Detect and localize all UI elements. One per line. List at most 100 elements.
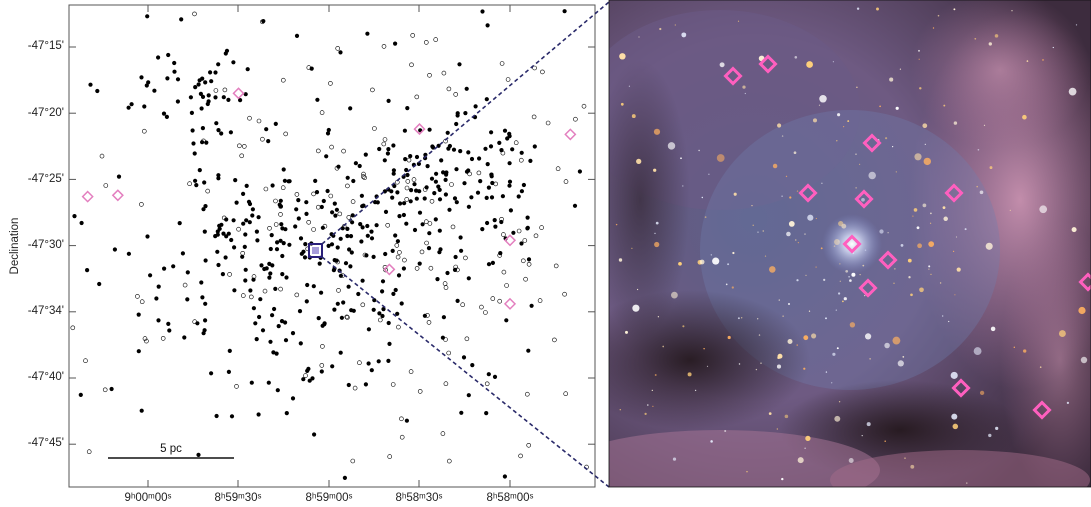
star-point-filled [356,291,361,297]
star-point-filled [391,291,396,296]
star-point-filled [177,221,182,226]
zoom-box [308,243,323,258]
star-point-filled [243,267,248,272]
star-point-filled [366,361,371,366]
star-point-open [311,227,316,232]
star-point-open [280,185,286,190]
star-point-filled [414,154,420,160]
star-point-filled [224,234,229,239]
star-point-filled [188,95,193,100]
star-point-filled [504,318,509,323]
star-point-open [280,77,286,83]
star-point-filled [480,227,485,232]
star-point-open [240,251,245,256]
star-point-filled [209,371,214,376]
zoom-diamond [862,133,882,153]
star-point-filled [395,190,400,195]
star-point-open [524,391,530,397]
star-point-filled [516,194,521,199]
zoom-diamond [723,66,743,86]
star-point-open [160,336,166,341]
star-point-filled [393,41,398,46]
star-point-filled [316,316,321,321]
star-point-filled [391,168,396,173]
star-point-open [443,285,449,290]
star-point-filled [473,104,478,109]
star-point-filled [475,190,481,195]
star-point-open [335,46,341,51]
star-point-filled [319,290,324,295]
star-point-open [522,238,528,243]
star-point-open [402,257,407,263]
star-point-filled [408,199,413,204]
star-point-open [341,148,346,154]
star-point-open [334,165,340,171]
star-point-filled [454,200,459,205]
star-point-filled [203,80,208,85]
star-point-open [479,304,484,310]
star-point-open [500,150,506,156]
star-point-filled [433,217,438,222]
star-point-filled [274,247,280,252]
star-point-open [99,153,105,159]
axis-ticks [69,5,595,487]
star-point-open [241,293,246,298]
star-point-filled [209,79,214,84]
zoom-diamond [878,250,898,270]
x-tick-label: 8ʰ58ᵐ30ˢ [396,492,443,504]
star-point-open [428,265,434,271]
star-point-filled [461,355,467,360]
star-point-filled [361,203,366,208]
diamond-marker [503,297,517,310]
star-point-open [242,144,247,149]
star-point-filled [256,215,261,220]
star-point-filled [380,289,385,294]
star-point-open [142,336,148,341]
star-point-filled [319,204,324,210]
star-point-filled [366,327,371,332]
star-point-filled [279,222,284,227]
star-point-open [350,199,356,204]
star-point-filled [486,185,491,190]
star-point-filled [273,121,278,126]
star-point-filled [480,9,485,14]
star-point-filled [270,313,275,318]
star-point-filled [310,376,315,381]
y-tick-label: -47°34' [28,305,64,317]
star-point-filled [243,278,248,283]
star-point-filled [97,281,102,287]
star-point-filled [577,169,583,174]
star-point-open [453,92,459,97]
star-point-open [322,223,328,229]
star-point-filled [175,99,180,104]
star-point-filled [256,412,261,417]
star-point-filled [404,418,409,423]
star-point-filled [383,209,389,214]
star-point-open [497,253,503,258]
star-point-filled [182,335,187,340]
star-point-filled [451,147,457,152]
star-point-filled [365,31,370,36]
star-point-filled [466,276,471,281]
star-point-filled [359,193,364,198]
star-point-filled [383,251,388,257]
star-point-filled [427,231,432,236]
star-point-filled [304,211,309,216]
star-point-filled [314,190,320,195]
star-point-open [249,294,254,300]
star-point-filled [162,266,167,271]
star-point-filled [213,234,218,239]
star-point-filled [72,214,77,219]
y-tick-label: -47°30' [28,239,64,251]
star-point-filled [486,372,491,377]
star-point-filled [434,171,439,176]
star-point-filled [241,221,246,226]
star-point-open [390,382,396,387]
star-point-filled [455,113,460,118]
star-point-filled [200,295,205,300]
star-point-open [395,254,401,260]
star-point-filled [293,224,298,229]
star-point-filled [393,287,398,293]
star-point-filled [319,369,324,374]
star-point-filled [185,270,190,275]
